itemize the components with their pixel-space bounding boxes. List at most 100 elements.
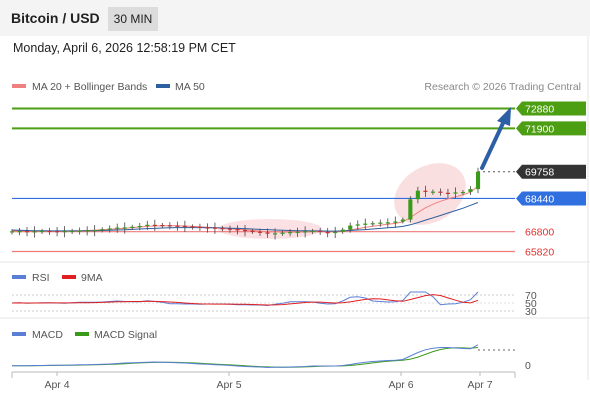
level-tag-resistance-1	[516, 121, 586, 136]
legend-macd: MACD	[32, 329, 63, 341]
price-candle	[340, 229, 345, 232]
price-candle	[438, 191, 443, 193]
price-candle	[100, 229, 105, 231]
price-candle	[220, 228, 225, 230]
price-candle	[152, 224, 157, 226]
price-candle	[182, 225, 187, 227]
price-candle	[295, 231, 300, 233]
price-candle	[175, 225, 180, 227]
price-candle	[363, 223, 368, 225]
price-candle	[137, 226, 142, 228]
level-tag-resistance-2	[516, 101, 586, 116]
price-candle	[265, 232, 270, 234]
price-candle	[62, 231, 67, 233]
price-candle	[167, 225, 172, 227]
level-tag-last-price	[516, 164, 586, 179]
credit-text: Research © 2026 Trading Central	[424, 81, 581, 93]
instrument-title: Bitcoin / USD	[11, 10, 100, 26]
price-candle	[408, 199, 413, 220]
timeframe-badge[interactable]: 30 MIN	[108, 7, 158, 31]
legend-ma50: MA 50	[175, 81, 205, 93]
projection-arrow	[480, 119, 506, 170]
legend-macd-signal: MACD Signal	[94, 329, 157, 341]
price-candle	[227, 228, 232, 230]
price-candle	[160, 225, 165, 227]
price-candle	[107, 228, 112, 230]
price-candle	[476, 171, 481, 190]
bollinger-band-cloud-1	[218, 219, 322, 239]
price-candle	[468, 189, 473, 192]
x-tick-label: Apr 6	[388, 379, 413, 391]
level-label-resistance-2: 72880	[525, 104, 554, 116]
price-candle	[190, 226, 195, 228]
level-label-pivot: 68440	[525, 193, 554, 205]
macd-tick-0: 0	[525, 360, 531, 372]
price-candle	[77, 230, 82, 232]
price-candle	[400, 219, 405, 222]
price-candle	[288, 232, 293, 234]
price-candle	[430, 191, 435, 193]
legend-swatch-macd-signal	[75, 332, 89, 336]
legend-swatch-rsi	[12, 275, 26, 279]
price-candle	[92, 230, 97, 232]
legend-rsi: RSI	[32, 272, 50, 284]
price-candle	[250, 230, 255, 232]
price-candle	[32, 231, 37, 233]
price-candle	[130, 226, 135, 228]
rsi-ma-line	[11, 294, 479, 306]
legend-swatch-ma20	[12, 84, 26, 88]
price-candle	[460, 192, 465, 194]
legend-swatch-rsi-ma	[62, 275, 76, 279]
level-tag-pivot	[516, 191, 586, 206]
price-candle	[17, 231, 22, 233]
x-tick-label: Apr 7	[467, 379, 492, 391]
price-candle	[318, 230, 323, 233]
price-candle	[25, 231, 30, 233]
price-candle	[235, 229, 240, 231]
level-label-support-1: 66800	[525, 227, 554, 239]
price-candle	[115, 227, 120, 229]
price-candle	[273, 233, 278, 235]
price-candle	[47, 230, 52, 233]
price-candle	[303, 231, 308, 233]
price-candle	[55, 231, 60, 233]
price-candle	[85, 230, 90, 232]
x-tick-label: Apr 5	[216, 379, 241, 391]
price-candle	[10, 231, 15, 233]
price-candle	[453, 192, 458, 194]
price-candle	[370, 223, 375, 225]
rsi-tick-30: 30	[525, 306, 537, 318]
price-candle	[355, 224, 360, 226]
price-candle	[145, 224, 150, 226]
macd-line	[12, 344, 479, 369]
price-candle	[423, 190, 428, 192]
price-candle	[212, 227, 217, 229]
rsi-tick-70: 70	[525, 290, 537, 302]
price-candle	[310, 230, 315, 233]
price-candle	[333, 231, 338, 234]
level-label-resistance-1: 71900	[525, 123, 554, 135]
price-candle	[70, 230, 75, 233]
price-candle	[122, 227, 127, 229]
price-candle	[40, 230, 45, 233]
price-candle	[378, 222, 383, 224]
chart-header: Bitcoin / USD 30 MIN	[0, 0, 590, 36]
price-candle	[325, 232, 330, 234]
legend-swatch-ma50	[156, 84, 170, 88]
price-candle	[280, 232, 285, 234]
price-candle	[197, 226, 202, 228]
level-label-support-2: 65820	[525, 247, 554, 259]
price-candle	[258, 231, 263, 233]
price-candle	[415, 190, 420, 200]
price-candle	[205, 227, 210, 229]
projection-arrow-head	[497, 107, 511, 126]
x-tick-label: Apr 4	[44, 379, 69, 391]
rsi-tick-50: 50	[525, 298, 537, 310]
price-candle	[385, 222, 390, 224]
price-candle	[393, 221, 398, 223]
level-label-last-price: 69758	[525, 167, 554, 179]
legend-rsi-ma: 9MA	[81, 272, 103, 284]
legend-ma20: MA 20 + Bollinger Bands	[32, 81, 147, 93]
price-candle	[243, 230, 248, 232]
